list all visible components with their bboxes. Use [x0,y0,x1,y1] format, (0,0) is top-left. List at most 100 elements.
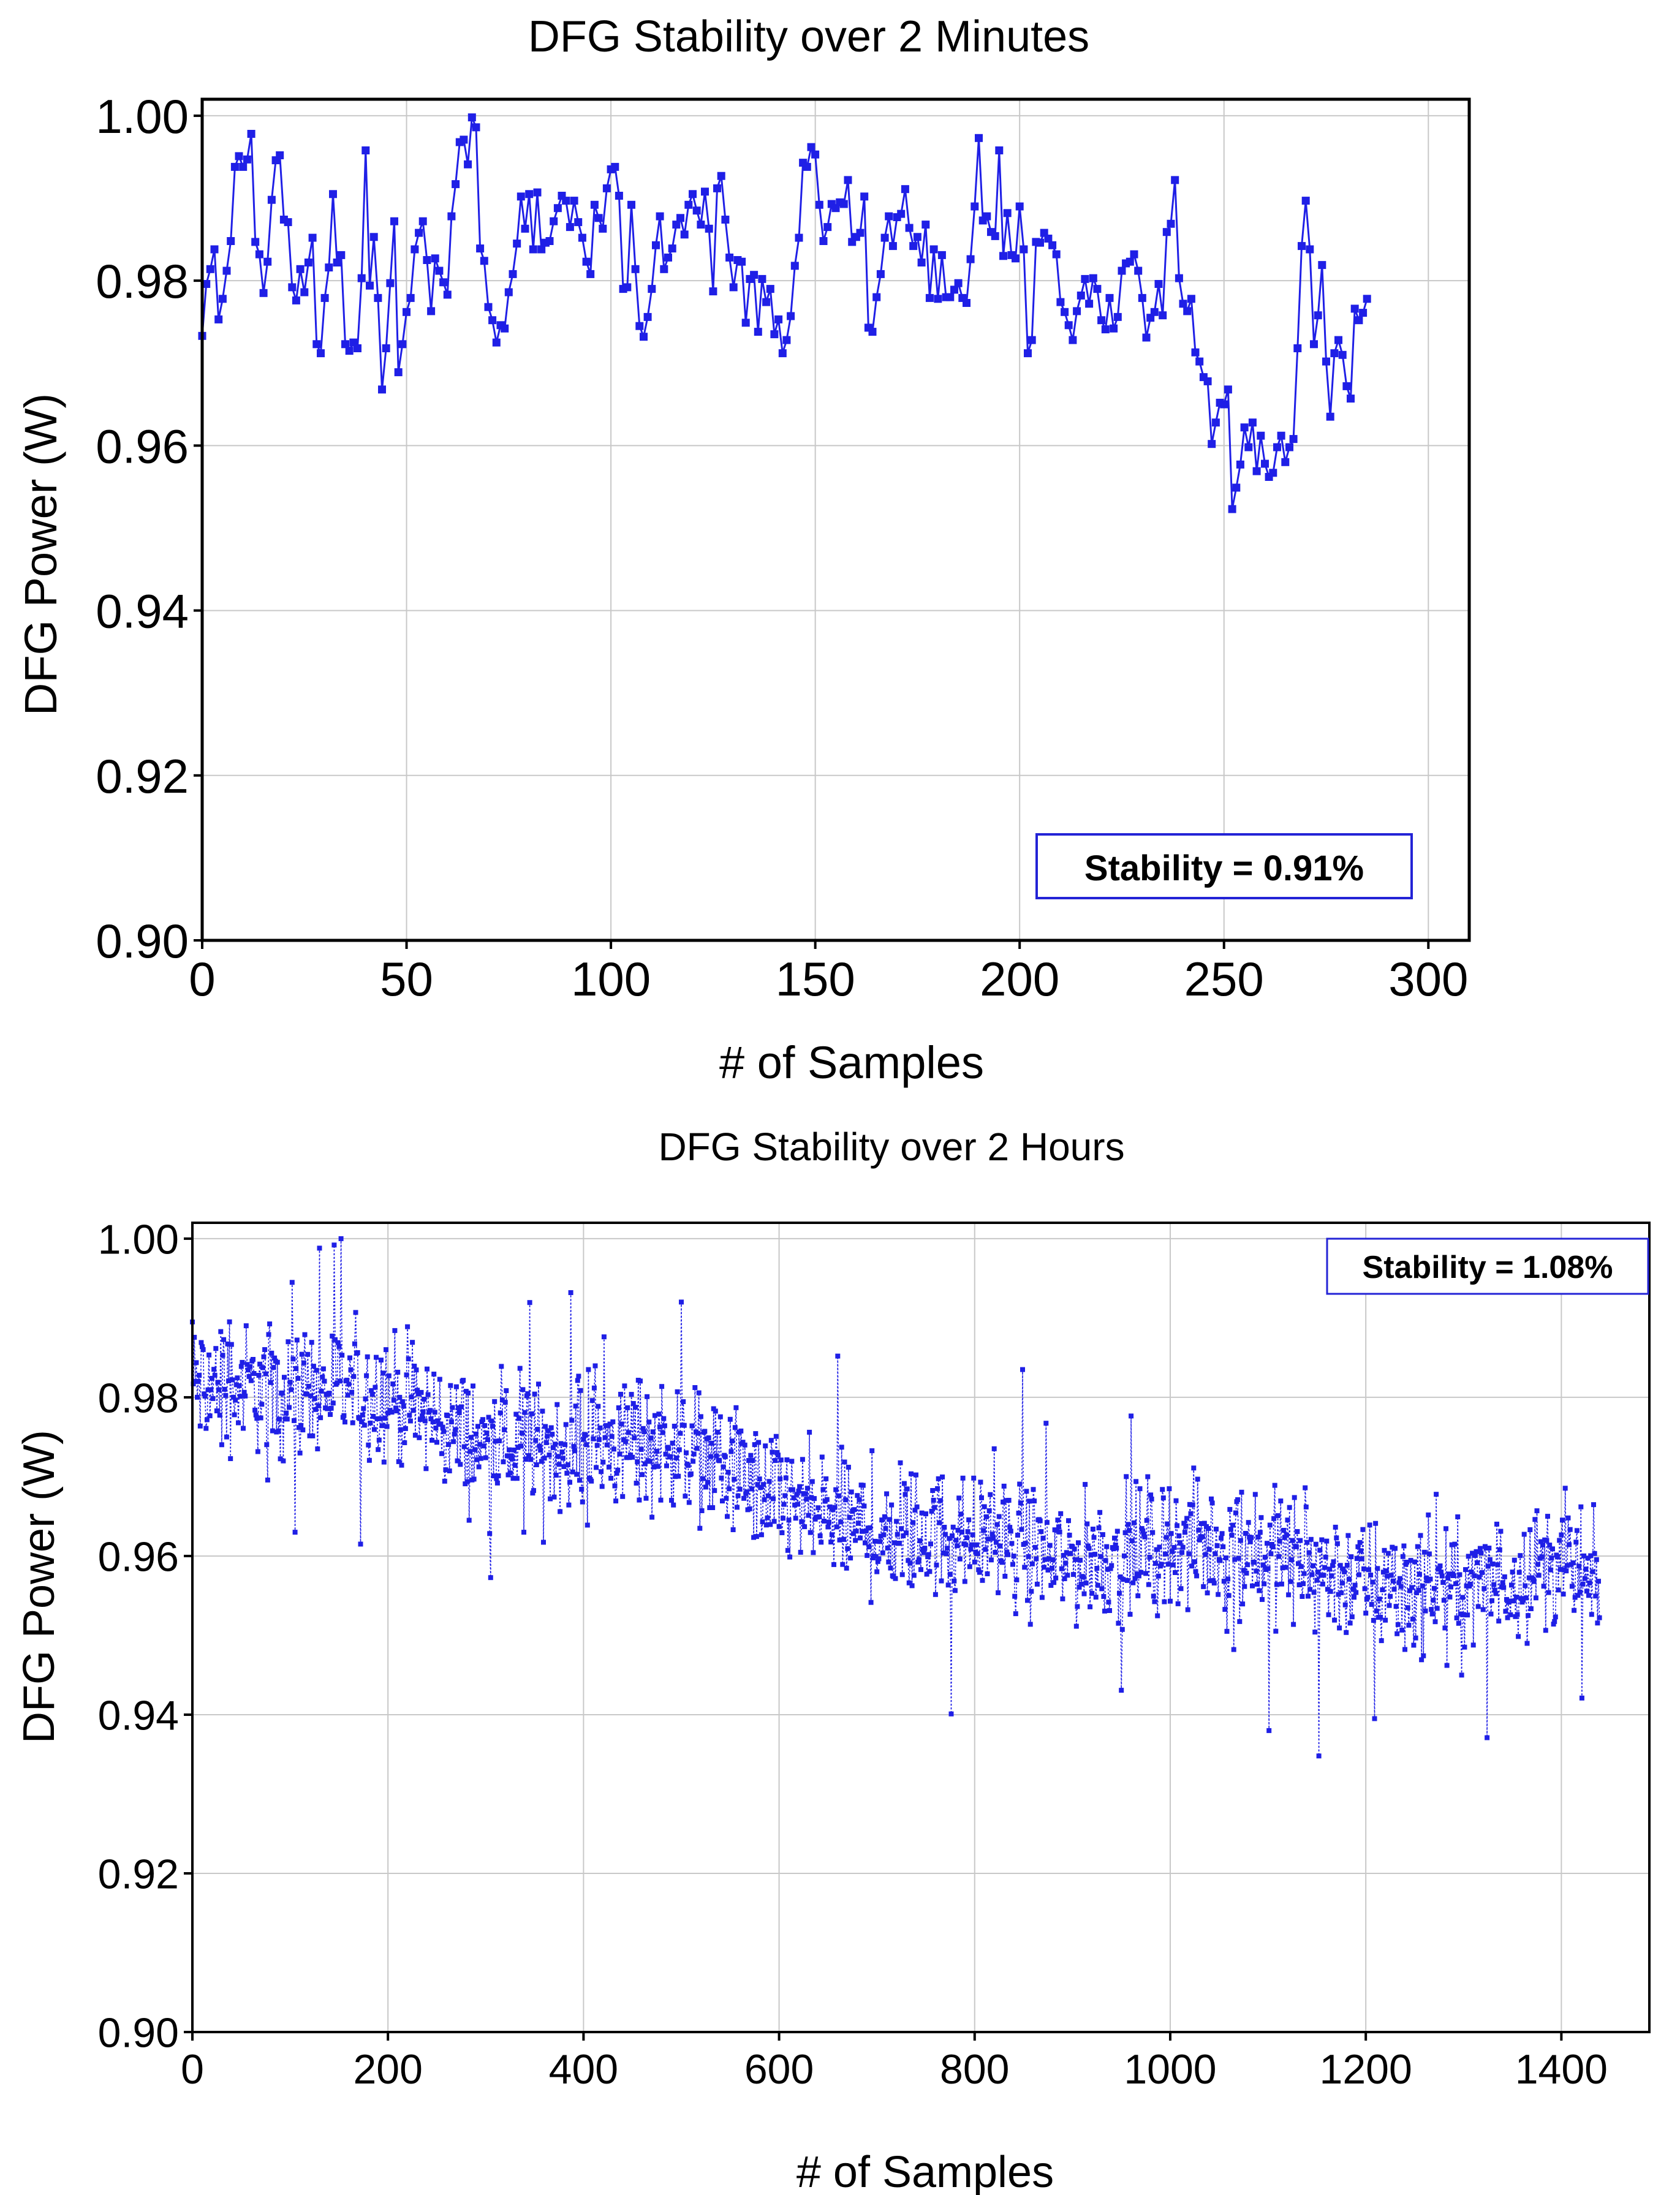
data-point [876,1556,882,1562]
data-point [1191,348,1200,357]
data-point [1494,1521,1499,1527]
data-point [615,1467,621,1473]
data-point [1254,1568,1259,1574]
stability-box: Stability = 0.91% [1035,833,1413,899]
data-point [1425,1578,1430,1584]
data-point [832,1505,838,1510]
data-point [1240,1601,1246,1607]
data-point [415,229,423,237]
data-point [487,1531,493,1536]
data-point [1466,1554,1471,1559]
data-point [681,1399,686,1404]
data-point [1306,245,1314,254]
data-point [1118,266,1126,275]
data-point [790,1487,795,1492]
data-point [675,1389,680,1394]
data-point [594,214,603,222]
data-point [1196,1527,1201,1533]
data-point [1504,1596,1509,1602]
data-point [1321,1573,1326,1578]
data-point [1322,357,1330,366]
data-point [1544,1538,1549,1543]
data-point [1083,1482,1088,1487]
data-point [741,1495,747,1501]
data-point [1454,1615,1459,1620]
data-point [226,1378,232,1383]
data-point [401,1404,406,1409]
data-point [1306,1550,1312,1555]
data-point [1122,1530,1128,1535]
data-point [789,1459,795,1464]
data-point [1496,1619,1502,1624]
data-point [1101,325,1110,334]
data-point [516,1416,522,1421]
data-point [839,1445,844,1450]
data-point [630,1454,635,1460]
data-point [963,1542,969,1547]
data-point [443,1467,448,1473]
data-point [688,1471,694,1476]
data-point [737,1486,743,1492]
data-point [236,1383,242,1388]
data-point [999,252,1007,260]
data-point [807,1429,812,1435]
data-point [411,1408,416,1413]
y-tick-label: 0.98 [98,1375,179,1421]
data-point [1401,1543,1407,1549]
data-point [347,1355,352,1361]
data-point [1488,1611,1494,1617]
data-point [211,1367,217,1372]
data-point [418,1389,424,1395]
data-point [1505,1615,1510,1620]
data-point [1151,1593,1156,1599]
data-point [1334,1535,1339,1541]
data-point [1200,1534,1205,1540]
data-point [741,319,750,327]
data-point [513,240,521,248]
data-point [594,1443,600,1448]
data-point [439,278,448,287]
data-point [637,1497,642,1503]
data-point [950,1524,956,1530]
data-point [1153,1561,1158,1566]
data-point [602,184,611,192]
data-point [292,1418,297,1423]
data-point [1068,1551,1073,1556]
data-point [1192,1559,1197,1565]
x-tick-label: 150 [776,952,855,1006]
series-line [192,1238,1600,1756]
data-point [1040,1535,1046,1541]
data-point [1039,1595,1045,1600]
data-point [773,1434,779,1439]
data-point [1150,1530,1156,1535]
data-point [674,1455,679,1460]
data-point [1110,324,1118,333]
data-point [509,270,517,278]
data-point [1437,1563,1443,1569]
data-point [1345,1533,1351,1538]
data-point [1092,1552,1098,1557]
data-point [195,1379,201,1385]
data-point [638,1378,643,1384]
data-point [246,1373,252,1379]
data-point [456,1405,461,1410]
data-point [919,1510,925,1516]
data-point [1034,1556,1039,1562]
data-point [1426,1512,1431,1517]
data-point [307,1433,312,1438]
data-point [1054,1528,1059,1533]
data-point [763,1522,769,1528]
data-point [684,1450,689,1456]
data-point [631,265,640,273]
data-point [681,1422,687,1428]
data-point [1590,1569,1595,1574]
data-point [1199,1521,1204,1526]
data-point [1085,300,1094,308]
data-point [988,1492,993,1497]
data-point [1243,1531,1248,1536]
data-point [974,1542,979,1547]
data-point [599,224,607,233]
data-point [197,1372,202,1378]
data-point [1486,1546,1492,1551]
data-point [1322,1565,1328,1570]
